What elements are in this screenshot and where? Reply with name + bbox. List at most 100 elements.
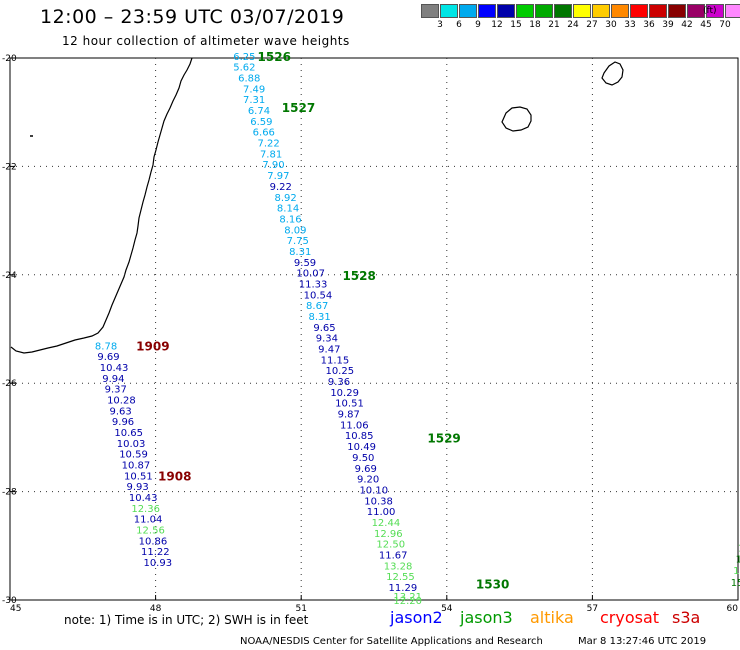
wave-height-value: 9.59 — [294, 258, 316, 269]
wave-height-value: 9.69 — [355, 464, 377, 475]
x-tick-label: 48 — [150, 604, 162, 614]
pass-time-label: 1527 — [282, 101, 315, 115]
altimeter-tracks: 6.255.626.887.497.316.746.596.667.227.81… — [95, 50, 740, 607]
pass-time-label: 1526 — [258, 50, 291, 64]
legend-label: 33 — [624, 20, 636, 30]
pass-time-label: 1909 — [136, 339, 169, 353]
wave-height-value: 11.22 — [141, 547, 170, 558]
wave-height-value: 9.22 — [270, 182, 292, 193]
wave-height-value: 8.14 — [277, 204, 299, 215]
y-tick-label: -26 — [2, 379, 17, 389]
wave-height-value: 11.06 — [340, 420, 369, 431]
wave-height-value: 10.10 — [359, 485, 388, 496]
wave-height-value: 10.87 — [122, 461, 151, 472]
wave-height-value: 12.55 — [386, 572, 415, 583]
legend-swatch — [649, 4, 667, 18]
wave-height-value: 9.87 — [338, 410, 360, 421]
wave-height-value: 13.21 — [393, 592, 422, 603]
wave-height-value: 12.96 — [374, 529, 403, 540]
y-tick-label: -28 — [2, 488, 17, 498]
legend-swatch — [706, 4, 724, 18]
x-tick-label: 60 — [727, 604, 739, 614]
madagascar-coastline — [10, 57, 193, 354]
x-tick-label: 45 — [10, 604, 21, 614]
wave-height-value: 12.50 — [376, 540, 405, 551]
pass-time-label: 1529 — [427, 431, 460, 445]
wave-height-value: 10.43 — [129, 493, 158, 504]
legend-labels: 3 6 9 12 15 18 21 24 27 30 33 36 39 42 45 70 — [421, 18, 740, 30]
legend-label: 39 — [662, 20, 674, 30]
wave-height-value: 7.97 — [267, 171, 289, 182]
wave-height-value: 10.03 — [117, 439, 146, 450]
wave-height-value: 9.65 — [313, 323, 335, 334]
wave-height-value: 9.93 — [126, 482, 148, 493]
legend-label: 70 — [719, 20, 731, 30]
wave-height-value: 8.31 — [308, 312, 330, 323]
wave-height-value: 10.38 — [364, 496, 393, 507]
wave-height-value: 8.78 — [95, 341, 117, 352]
wave-height-value: 7.49 — [243, 84, 265, 95]
gridlines — [9, 57, 739, 601]
y-tick-label: -20 — [2, 54, 17, 64]
wave-height-value: 10.85 — [345, 431, 374, 442]
legend-swatch — [516, 4, 534, 18]
wave-height-value: 9.50 — [352, 453, 374, 464]
satellite-jason2: jason2 — [390, 608, 443, 627]
wave-height-value: 10.43 — [100, 363, 129, 374]
x-tick-label: 51 — [295, 604, 306, 614]
wave-height-value: 8.67 — [306, 301, 328, 312]
wave-height-value: 10.86 — [139, 536, 168, 547]
x-tick-label: 54 — [441, 604, 453, 614]
wave-height-value: 8.31 — [289, 247, 311, 258]
legend-swatch — [611, 4, 629, 18]
units-note: note: 1) Time is in UTC; 2) SWH is in fe… — [64, 613, 309, 627]
wave-height-value: 10.51 — [124, 471, 153, 482]
wave-height-value: 10.29 — [330, 388, 359, 399]
wave-height-value: 8.09 — [284, 225, 306, 236]
wave-height-value: 9.69 — [97, 352, 119, 363]
wave-height-value: 6.66 — [253, 128, 275, 139]
legend-label: 27 — [586, 20, 598, 30]
legend-swatch — [554, 4, 572, 18]
wave-height-value: 11.29 — [389, 583, 418, 594]
wave-height-value: 10.25 — [325, 366, 354, 377]
legend-swatch — [592, 4, 610, 18]
map-title: 12:00 – 23:59 UTC 03/07/2019 — [40, 6, 345, 28]
pass-time-label: 1530 — [476, 578, 509, 592]
wave-height-value: 9.94 — [102, 374, 124, 385]
legend-label: 6 — [456, 20, 462, 30]
satellite-altika: altika — [530, 608, 574, 627]
wave-height-value: 9.96 — [112, 417, 134, 428]
wave-height-value: 15. — [731, 578, 740, 589]
wave-height-legend: 3 6 9 12 15 18 21 24 27 30 33 36 39 42 45 70 (ft) — [421, 4, 740, 30]
wave-height-value: 6.25 — [233, 52, 255, 63]
wave-height-value: 10.49 — [347, 442, 376, 453]
wave-height-value: 16 — [736, 554, 740, 565]
legend-label: 45 — [700, 20, 712, 30]
wave-height-value: 13.28 — [384, 561, 413, 572]
wave-height-value: 12.56 — [136, 526, 165, 537]
wave-height-value: 10.93 — [143, 558, 172, 569]
map-frame — [9, 57, 739, 601]
legend-label: 9 — [475, 20, 481, 30]
legend-swatch — [440, 4, 458, 18]
wave-height-value: 9.37 — [105, 385, 127, 396]
wave-height-value: 12.44 — [372, 518, 401, 529]
legend-swatch — [421, 4, 439, 18]
wave-height-value: 7.22 — [258, 139, 280, 150]
x-tick-label: 57 — [587, 604, 598, 614]
legend-label: 36 — [643, 20, 655, 30]
wave-height-value: 5.62 — [233, 63, 255, 74]
legend-swatch — [668, 4, 686, 18]
legend-label: 42 — [681, 20, 693, 30]
map-subtitle: 12 hour collection of altimeter wave hei… — [62, 34, 350, 48]
y-tick-label: -30 — [2, 596, 17, 606]
wave-height-value: 11.04 — [134, 515, 163, 526]
wave-height-value: 12.36 — [131, 504, 160, 515]
wave-height-value: 7.75 — [287, 236, 309, 247]
wave-height-value: 11.00 — [367, 507, 396, 518]
wave-height-value: 6.59 — [250, 117, 272, 128]
wave-height-value: 6.74 — [248, 106, 270, 117]
wave-height-value: 11.67 — [379, 550, 408, 561]
